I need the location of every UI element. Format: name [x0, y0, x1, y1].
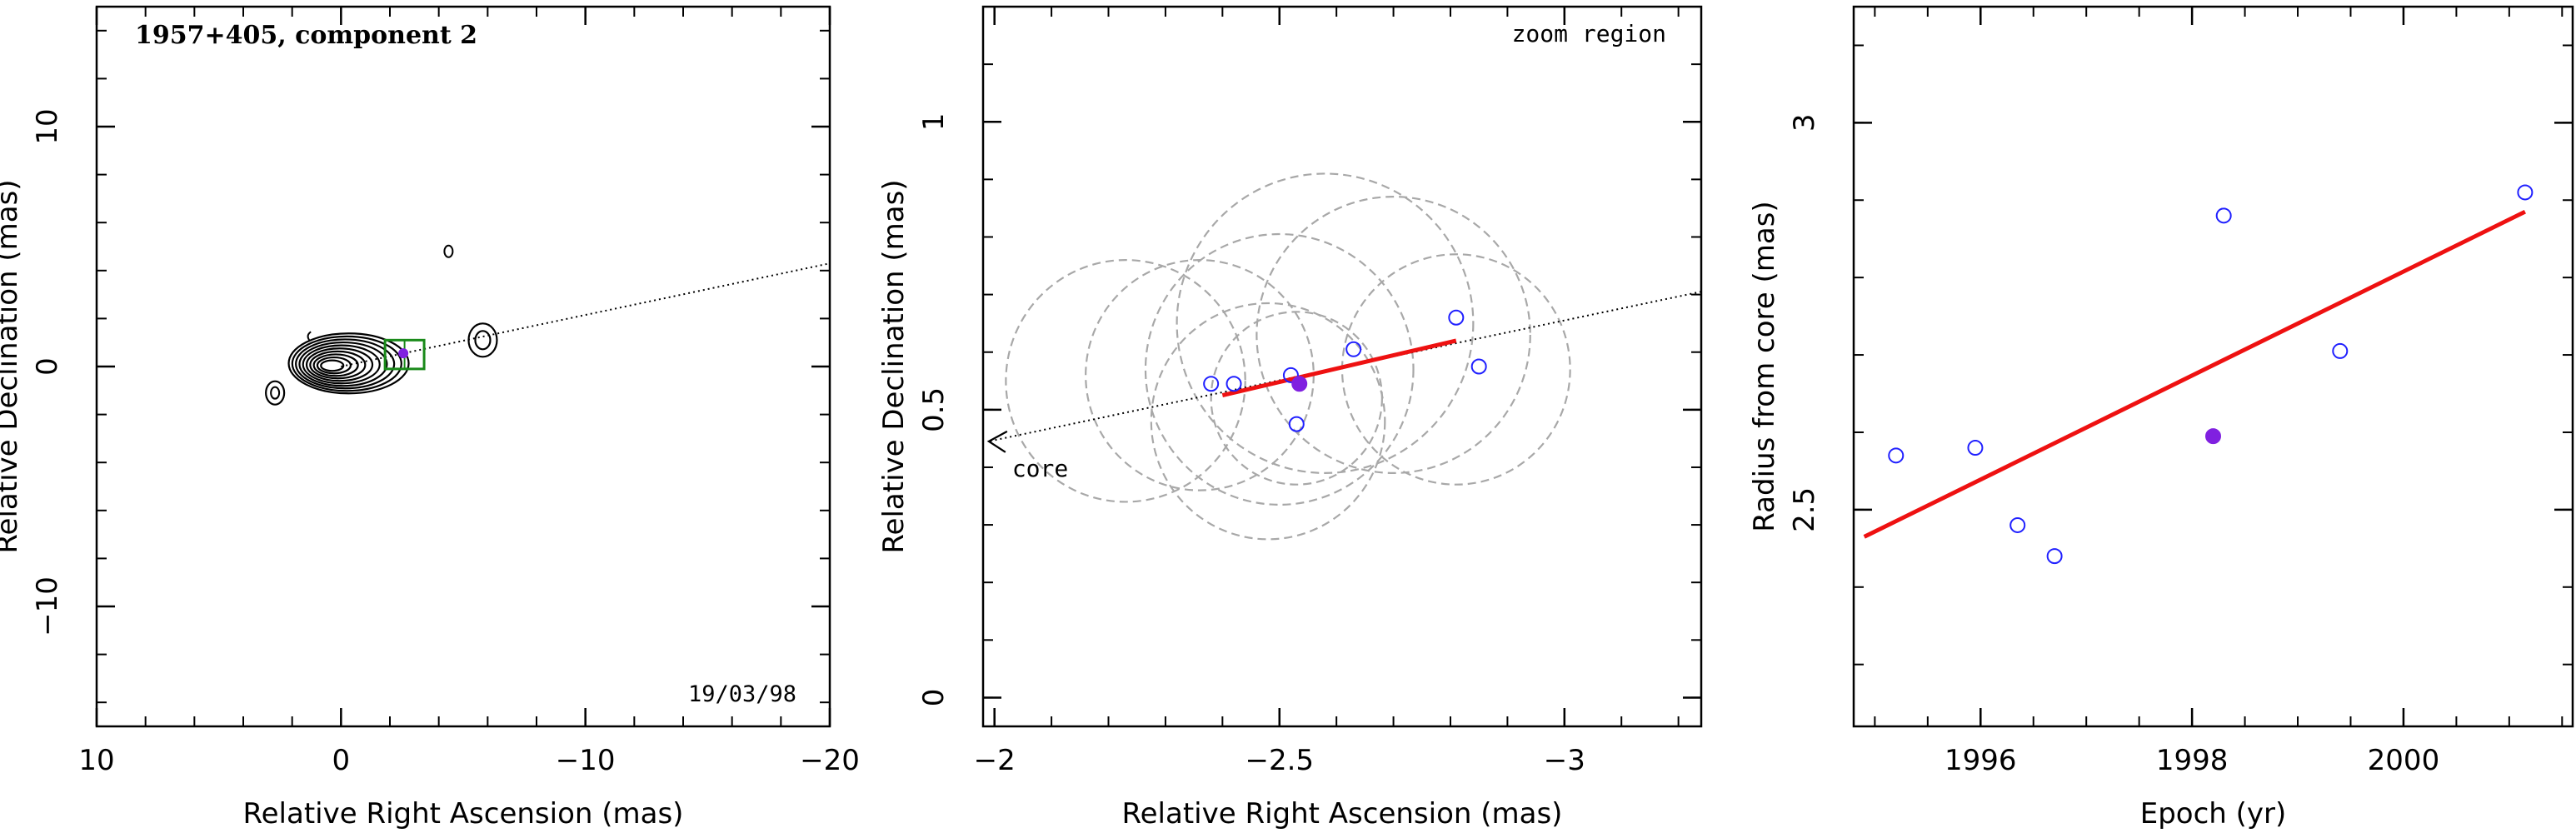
contour-map	[265, 244, 498, 406]
highlight-point	[1291, 376, 1308, 392]
x-axis-label: Relative Right Ascension (mas)	[243, 797, 684, 831]
beam-circle	[1150, 302, 1386, 541]
contour-line	[443, 244, 454, 258]
epoch-point	[1226, 376, 1242, 392]
x-axis-label: Epoch (yr)	[2140, 797, 2287, 831]
contour-line	[320, 359, 345, 372]
epoch-point	[2517, 184, 2534, 201]
fit-line	[1863, 209, 2526, 539]
x-tick-label: 0	[332, 744, 351, 777]
contour-line	[305, 347, 374, 382]
beam-circle	[1176, 172, 1475, 474]
x-tick-label: −3	[1544, 744, 1585, 777]
core-direction-line	[988, 291, 1702, 442]
y-tick-label: 0	[917, 689, 951, 707]
core-arrowhead	[986, 430, 1008, 453]
epoch-point	[2215, 207, 2232, 224]
highlight-point	[2205, 428, 2221, 445]
contour-line	[302, 344, 381, 385]
y-axis-label: Radius from core (mas)	[1748, 201, 1781, 531]
beam-circle	[1210, 311, 1383, 486]
left-panel: 10 0 −10 −20 −10 0 10 Relative Right Ascension …	[0, 5, 860, 831]
beam-circle	[1256, 195, 1531, 474]
x-tick-label: −2.5	[1245, 744, 1314, 777]
contour-line	[309, 350, 367, 380]
beam-circle	[1005, 259, 1246, 503]
x-tick-label: −10	[556, 744, 616, 777]
contour-line	[312, 353, 359, 377]
plot-frame	[1852, 5, 2574, 728]
epoch-point	[1282, 367, 1299, 383]
y-tick-label: 3	[1788, 114, 1821, 132]
x-tick-label: 10	[78, 744, 114, 777]
epoch-point	[1203, 376, 1220, 392]
contour-line	[270, 386, 281, 400]
x-axis-label: Relative Right Ascension (mas)	[1122, 797, 1563, 831]
plot-frame	[981, 5, 1703, 728]
x-tick-label: 1998	[2156, 744, 2229, 777]
epoch-point	[2332, 342, 2349, 359]
contour-line	[474, 330, 492, 351]
epoch-point	[2009, 516, 2026, 533]
y-axis-label: Relative Declination (mas)	[0, 179, 24, 553]
contour-line	[316, 356, 352, 375]
x-tick-label: −2	[974, 744, 1016, 777]
beam-circle	[1085, 259, 1315, 491]
beam-circle	[1340, 253, 1571, 486]
x-tick-label: 2000	[2368, 744, 2440, 777]
epoch-point	[1967, 440, 1984, 456]
epoch-point	[1470, 358, 1487, 375]
contour-line	[287, 332, 410, 395]
chart-title: 1957+405, component 2	[135, 21, 477, 50]
epoch-point	[1345, 341, 1362, 357]
jet-direction-line	[341, 262, 831, 367]
contour-line	[307, 331, 312, 341]
middle-panel: −2 −2.5 −3 0 0.5 1 Relative Right Ascension (m…	[877, 5, 1703, 831]
x-tick-label: −20	[800, 744, 860, 777]
y-axis-label: Relative Declination (mas)	[877, 179, 911, 553]
component-point	[398, 348, 409, 359]
y-tick-label: 10	[31, 108, 64, 144]
right-panel: 1996 1998 2000 2.5 3 Epoch (yr) Radius from co…	[1748, 5, 2574, 831]
plot-frame	[95, 5, 831, 728]
contour-line	[298, 341, 388, 387]
y-tick-label: −10	[31, 576, 64, 636]
contour-line	[467, 322, 498, 358]
y-tick-label: 2.5	[1788, 487, 1821, 532]
contour-line	[265, 380, 286, 406]
core-label: core	[1012, 455, 1068, 482]
contour-line	[295, 338, 396, 390]
epoch-point	[1888, 447, 1905, 464]
y-tick-label: 1	[917, 112, 951, 131]
epoch-point	[2046, 548, 2063, 565]
y-tick-label: 0	[31, 357, 64, 376]
x-tick-label: 1996	[1944, 744, 2017, 777]
date-label: 19/03/98	[688, 681, 796, 707]
fit-line	[1221, 338, 1457, 397]
epoch-point	[1288, 416, 1305, 432]
beam-circle	[1144, 232, 1415, 506]
y-tick-label: 0.5	[917, 387, 951, 432]
contour-line	[291, 335, 402, 392]
zoom-region-label: zoom region	[1512, 20, 1666, 47]
epoch-point	[1448, 309, 1465, 326]
